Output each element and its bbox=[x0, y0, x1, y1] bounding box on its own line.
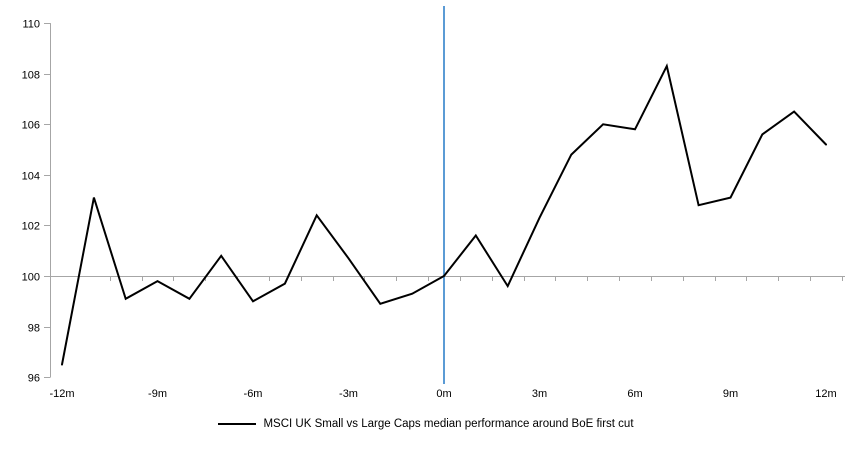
legend-line-swatch bbox=[218, 423, 257, 425]
x-tick-label: 3m bbox=[532, 388, 547, 400]
x-tick-label: 9m bbox=[723, 388, 738, 400]
x-tick-label: -9m bbox=[148, 388, 167, 400]
series-line bbox=[61, 63, 827, 366]
y-tick-label: 108 bbox=[22, 70, 40, 82]
x-tick-label: -3m bbox=[339, 388, 358, 400]
y-tick-label: 104 bbox=[22, 171, 40, 183]
y-tick-label: 110 bbox=[22, 19, 40, 31]
x-tick-label: 12m bbox=[815, 388, 836, 400]
legend-label: MSCI UK Small vs Large Caps median perfo… bbox=[263, 418, 634, 430]
chart-legend: MSCI UK Small vs Large Caps median perfo… bbox=[0, 418, 852, 430]
chart-canvas: 96 98 100 102 104 106 108 110 -12m -9m -6m -3m 0m 3m 6… bbox=[22, 6, 845, 400]
x-tick-label: -6m bbox=[244, 388, 263, 400]
x-tick-label: 6m bbox=[627, 388, 642, 400]
y-tick-label: 96 bbox=[28, 373, 40, 385]
y-tick-label: 106 bbox=[22, 120, 40, 132]
y-tick-label: 100 bbox=[22, 272, 40, 284]
y-tick-label: 102 bbox=[22, 221, 40, 233]
x-tick-label: 0m bbox=[436, 388, 451, 400]
x-tick-label: -12m bbox=[50, 388, 75, 400]
y-tick-label: 98 bbox=[28, 323, 40, 335]
